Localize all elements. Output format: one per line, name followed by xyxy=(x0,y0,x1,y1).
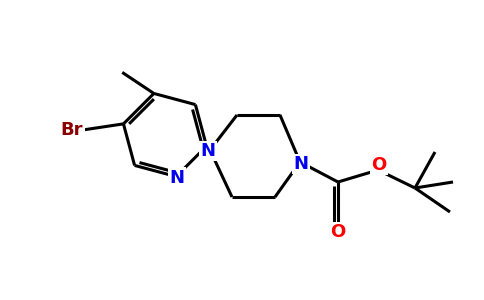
Text: N: N xyxy=(200,142,215,160)
Text: O: O xyxy=(331,223,346,241)
Text: O: O xyxy=(371,156,387,174)
Text: N: N xyxy=(169,169,184,187)
Text: Br: Br xyxy=(60,121,83,139)
Text: N: N xyxy=(293,155,308,173)
